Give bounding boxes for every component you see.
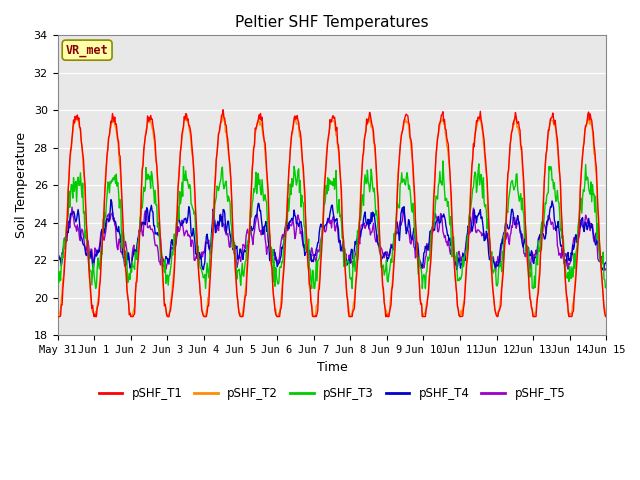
pSHF_T3: [205, 264, 213, 270]
pSHF_T1: [63, 215, 71, 221]
pSHF_T4: [63, 229, 71, 235]
pSHF_T2: [54, 313, 61, 319]
pSHF_T2: [63, 204, 71, 210]
pSHF_T1: [399, 123, 407, 129]
pSHF_T1: [602, 313, 610, 319]
pSHF_T1: [176, 162, 184, 168]
pSHF_T4: [400, 204, 408, 210]
pSHF_T3: [415, 255, 423, 261]
pSHF_T5: [54, 257, 61, 263]
pSHF_T1: [54, 313, 61, 319]
Line: pSHF_T3: pSHF_T3: [58, 161, 606, 288]
pSHF_T2: [399, 126, 407, 132]
pSHF_T3: [63, 217, 71, 223]
Legend: pSHF_T1, pSHF_T2, pSHF_T3, pSHF_T4, pSHF_T5: pSHF_T1, pSHF_T2, pSHF_T3, pSHF_T4, pSHF…: [94, 382, 570, 404]
pSHF_T3: [92, 286, 100, 291]
pSHF_T3: [602, 284, 610, 289]
Y-axis label: Soil Temperature: Soil Temperature: [15, 132, 28, 238]
pSHF_T2: [120, 246, 128, 252]
pSHF_T3: [439, 158, 447, 164]
Line: pSHF_T1: pSHF_T1: [58, 110, 606, 316]
Line: pSHF_T4: pSHF_T4: [58, 200, 606, 270]
pSHF_T1: [205, 303, 212, 309]
pSHF_T4: [602, 259, 610, 265]
pSHF_T4: [121, 263, 129, 269]
pSHF_T3: [177, 201, 184, 207]
pSHF_T2: [415, 279, 423, 285]
pSHF_T1: [220, 107, 227, 113]
Line: pSHF_T2: pSHF_T2: [58, 113, 606, 316]
pSHF_T5: [492, 269, 499, 275]
pSHF_T3: [121, 261, 129, 266]
X-axis label: Time: Time: [317, 360, 348, 373]
pSHF_T5: [63, 220, 71, 226]
pSHF_T2: [205, 294, 212, 300]
pSHF_T4: [416, 258, 424, 264]
pSHF_T4: [177, 223, 185, 228]
pSHF_T5: [177, 223, 184, 229]
pSHF_T2: [602, 313, 610, 319]
Title: Peltier SHF Temperatures: Peltier SHF Temperatures: [235, 15, 429, 30]
pSHF_T4: [127, 267, 134, 273]
pSHF_T2: [220, 110, 227, 116]
pSHF_T5: [121, 243, 129, 249]
pSHF_T5: [602, 266, 610, 272]
pSHF_T5: [399, 208, 407, 214]
pSHF_T1: [120, 244, 128, 250]
pSHF_T3: [54, 285, 61, 291]
pSHF_T5: [68, 204, 76, 210]
Text: VR_met: VR_met: [66, 44, 109, 57]
pSHF_T5: [205, 245, 213, 251]
pSHF_T3: [399, 178, 407, 183]
pSHF_T5: [415, 255, 423, 261]
pSHF_T4: [107, 197, 115, 203]
pSHF_T4: [54, 250, 61, 256]
pSHF_T4: [206, 244, 214, 250]
pSHF_T2: [176, 160, 184, 166]
pSHF_T1: [415, 279, 423, 285]
Line: pSHF_T5: pSHF_T5: [58, 207, 606, 272]
